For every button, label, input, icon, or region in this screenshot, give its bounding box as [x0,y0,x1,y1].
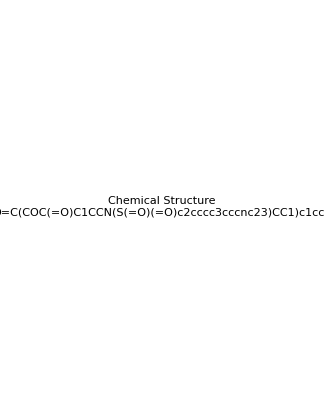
Text: Chemical Structure
O=C(COC(=O)C1CCN(S(=O)(=O)c2cccc3cccnc23)CC1)c1ccc: Chemical Structure O=C(COC(=O)C1CCN(S(=O… [0,196,324,217]
